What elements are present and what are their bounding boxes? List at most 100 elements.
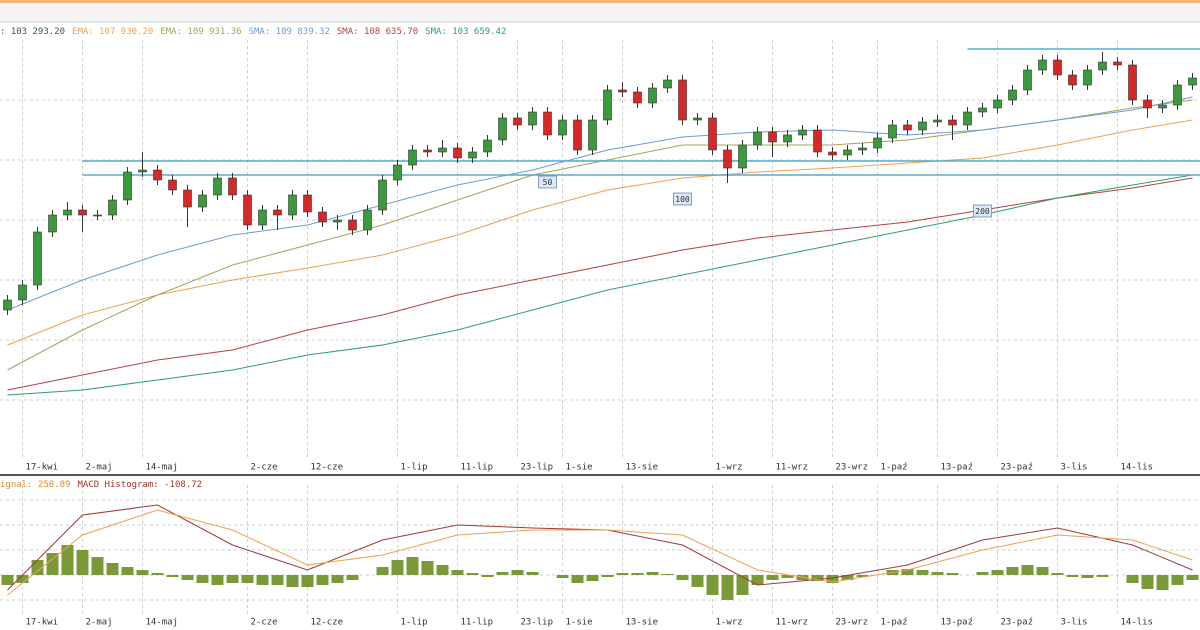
- histogram-bar: [286, 575, 299, 587]
- histogram-bar: [301, 575, 314, 587]
- candle-body: [603, 89, 612, 121]
- candle-body: [333, 219, 342, 223]
- x-tick-label: 23-wrz: [836, 463, 869, 473]
- legend-entry: SMA: 108 635.70: [337, 27, 418, 37]
- x-tick-label: 13-sie: [626, 618, 659, 628]
- legend-entry: EMA: 107 930.20: [72, 27, 153, 37]
- plot: 50 100 200: [1, 48, 1200, 600]
- histogram-bar: [211, 575, 224, 585]
- histogram-bar: [451, 570, 464, 575]
- candle-body: [288, 194, 297, 216]
- histogram-bar: [1021, 565, 1034, 575]
- histogram-bar: [751, 575, 764, 585]
- histogram-bar: [916, 570, 929, 575]
- legend-entry: SMA: 103 659.42: [425, 27, 506, 37]
- candle-body: [468, 151, 477, 159]
- histogram-bar: [616, 573, 629, 575]
- candle-body: [153, 169, 162, 181]
- candle-body: [378, 179, 387, 211]
- ma-tag-label: 50: [543, 178, 553, 187]
- histogram-bar: [646, 572, 659, 575]
- candle-body: [573, 119, 582, 151]
- candle-body: [438, 147, 447, 153]
- histogram-bar: [421, 561, 434, 575]
- moving-average-line: [7, 174, 1193, 396]
- x-tick-label: 11-lip: [461, 618, 494, 628]
- histogram-bar: [196, 575, 209, 583]
- histogram-bar: [781, 575, 794, 578]
- labels: 17-kwi 17-kwi 2-maj 2-maj 14-maj 14-maj 2-cze 2…: [0, 27, 1153, 628]
- top-accent: [0, 0, 1200, 3]
- histogram-bar: [1126, 575, 1139, 583]
- x-tick-label: 1-lip: [401, 463, 428, 473]
- histogram-bar: [1141, 575, 1154, 589]
- candle-body: [948, 119, 957, 126]
- candle-body: [423, 149, 432, 153]
- candle-body: [693, 117, 702, 121]
- candle-body: [1188, 77, 1197, 86]
- histogram-bar: [226, 575, 239, 583]
- candle-body: [1023, 69, 1032, 91]
- candle-body: [1008, 89, 1017, 101]
- candle-body: [198, 194, 207, 208]
- candle-body: [678, 79, 687, 121]
- histogram-bar: [1, 575, 14, 585]
- candle-body: [93, 214, 102, 217]
- histogram-bar: [856, 575, 869, 577]
- histogram-bar: [271, 575, 284, 585]
- histogram-bar: [61, 545, 74, 575]
- histogram-bar: [511, 570, 524, 575]
- histogram-bar: [991, 570, 1004, 575]
- candle-body: [453, 147, 462, 159]
- candle-body: [813, 129, 822, 153]
- price-value: : 103 293.20: [0, 27, 65, 37]
- candle-body: [588, 119, 597, 151]
- candle-body: [303, 194, 312, 213]
- histogram-bar: [1096, 575, 1109, 577]
- candle-body: [1173, 84, 1182, 106]
- candle-body: [558, 119, 567, 136]
- moving-average-line: [7, 177, 1193, 391]
- candle-body: [888, 124, 897, 139]
- ma-tag-box: [538, 175, 557, 189]
- x-tick-label: 23-paź: [1001, 618, 1034, 628]
- x-tick-label: 12-cze: [311, 463, 344, 473]
- x-tick-label: 13-paź: [941, 463, 974, 473]
- candle-body: [513, 117, 522, 126]
- histogram-bar: [946, 573, 959, 575]
- x-tick-label: 3-lis: [1061, 463, 1088, 473]
- candle-body: [3, 299, 12, 311]
- histogram-bar: [976, 572, 989, 575]
- candle-body: [918, 121, 927, 131]
- histogram-bar: [571, 575, 584, 583]
- histogram-bar: [691, 575, 704, 587]
- candle-body: [393, 164, 402, 181]
- histogram-bar: [376, 567, 389, 575]
- x-tick-label: 14-maj: [146, 618, 179, 628]
- legend-entry: ignal: 258.89: [0, 480, 70, 490]
- histogram-bar: [406, 557, 419, 575]
- x-tick-label: 1-wrz: [716, 463, 743, 473]
- candle-body: [33, 231, 42, 286]
- histogram-bar: [331, 575, 344, 583]
- x-tick-label: 17-kwi: [26, 463, 59, 473]
- candle-body: [528, 111, 537, 126]
- x-tick-label: 1-paź: [881, 618, 908, 628]
- candle-body: [48, 214, 57, 233]
- histogram-bar: [1171, 575, 1184, 585]
- candle-body: [78, 209, 87, 216]
- macd-legend: ignal: 258.89 MACD Histogram: -108.72: [0, 480, 202, 490]
- candle-body: [213, 177, 222, 196]
- histogram-bar: [1036, 567, 1049, 575]
- x-tick-label: 1-lip: [401, 618, 428, 628]
- x-tick-label: 23-lip: [521, 463, 554, 473]
- candle-body: [18, 284, 27, 301]
- candle-body: [873, 137, 882, 149]
- histogram-bar: [346, 575, 359, 580]
- candle-body: [723, 149, 732, 169]
- histogram-bar: [931, 572, 944, 575]
- x-tick-label: 11-wrz: [776, 618, 809, 628]
- toolbar: [0, 3, 1200, 22]
